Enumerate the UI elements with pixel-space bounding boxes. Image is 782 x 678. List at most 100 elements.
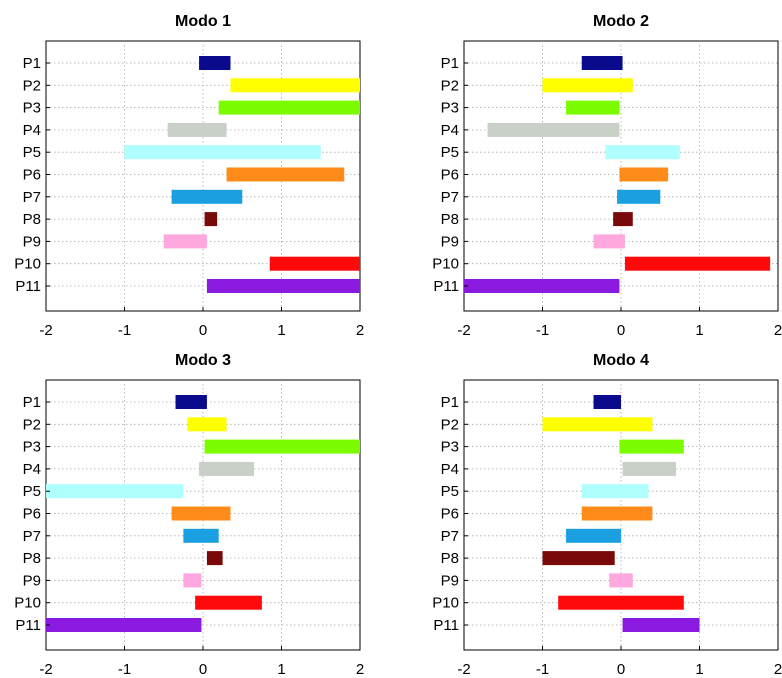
y-tick-label: P2 [441,416,459,433]
bar-p5 [46,484,184,499]
bar-p11 [622,618,700,632]
bars [464,56,771,293]
bar-p2 [230,78,360,93]
bar-p4 [199,461,255,476]
bar-p6 [619,167,669,182]
bars [542,395,700,632]
subplot-title: Modo 1 [175,13,231,30]
x-tick-label: 0 [617,322,625,339]
y-tick-label: P6 [441,167,459,184]
y-tick-label: P11 [433,278,459,295]
bar-p8 [613,212,633,227]
bar-p7 [617,189,661,204]
x-tick-label: 1 [695,661,703,678]
y-tick-label: P11 [15,617,41,634]
y-tick-label: P10 [14,256,41,273]
y-tick-label: P4 [441,122,459,139]
bar-p7 [171,189,243,204]
y-tick-label: P9 [23,233,41,250]
bar-p10 [269,256,360,271]
y-tick-label: P7 [23,189,41,206]
x-tick-label: -2 [39,661,52,678]
bar-p3 [566,100,620,115]
x-tick-label: -2 [457,322,470,339]
bar-p3 [218,100,360,115]
bar-p6 [171,506,231,521]
y-tick-label: P6 [23,167,41,184]
x-tick-label: -2 [39,322,52,339]
x-tick-label: 2 [356,322,364,339]
bar-p1 [593,395,621,409]
bar-p4 [487,122,620,137]
x-tick-labels: -2 -1 0 1 2 [39,646,364,678]
y-tick-label: P11 [433,617,459,634]
bar-p8 [206,551,223,566]
x-tick-label: -1 [536,661,549,678]
y-tick-label: P8 [23,550,41,567]
y-tick-label: P3 [23,439,41,456]
x-tick-label: -1 [118,661,131,678]
y-tick-label: P1 [441,55,459,72]
bar-p7 [183,528,219,543]
bar-p1 [175,395,207,409]
subplot-4: P1 P2 P3 P4 P5 P6 P7 P8 P9 P10 P11 -2 -1 0 1 2 Modo 4 [432,352,782,678]
x-tick-label: 0 [617,661,625,678]
bar-p8 [204,212,218,227]
y-tick-label: P6 [441,506,459,523]
y-tick-label: P3 [441,439,459,456]
x-tick-label: -1 [536,322,549,339]
bar-p11 [206,279,360,293]
x-tick-label: 2 [774,661,782,678]
y-tick-label: P1 [441,394,459,411]
bar-p9 [183,573,202,588]
x-tick-label: 2 [356,661,364,678]
bar-p3 [619,439,684,454]
subplot-3: P1 P2 P3 P4 P5 P6 P7 P8 P9 P10 P11 -2 -1 0 1 2 Modo 3 [14,352,364,678]
x-tick-label: 1 [277,322,285,339]
y-tick-label: P7 [441,528,459,545]
x-tick-labels: -2 -1 0 1 2 [457,646,782,678]
bar-p9 [163,234,207,249]
y-tick-label: P4 [23,122,41,139]
bar-p9 [593,234,625,249]
x-tick-label: 1 [277,661,285,678]
y-tick-labels: P1 P2 P3 P4 P5 P6 P7 P8 P9 P10 P11 [14,394,50,634]
bar-p2 [542,417,653,432]
y-tick-label: P5 [23,144,41,161]
y-tick-label: P11 [15,278,41,295]
y-tick-labels: P1 P2 P3 P4 P5 P6 P7 P8 P9 P10 P11 [432,55,468,295]
bar-p7 [566,528,621,543]
y-tick-label: P2 [441,77,459,94]
y-tick-label: P2 [23,416,41,433]
bar-p3 [204,439,360,454]
bar-p9 [609,573,633,588]
subplot-title: Modo 3 [175,352,231,369]
bar-p10 [558,595,684,610]
y-tick-label: P3 [23,100,41,117]
y-tick-label: P8 [23,211,41,228]
y-tick-label: P7 [23,528,41,545]
subplot-title: Modo 4 [593,352,649,369]
y-tick-label: P1 [23,394,41,411]
x-tick-label: 2 [774,322,782,339]
x-tick-label: 0 [199,322,207,339]
y-tick-label: P5 [441,483,459,500]
bar-p10 [195,595,262,610]
y-tick-label: P5 [441,144,459,161]
x-tick-label: -1 [118,322,131,339]
bar-p5 [581,484,649,499]
bar-p10 [624,256,771,271]
x-tick-labels: -2 -1 0 1 2 [457,307,782,339]
bars [46,395,360,632]
x-tick-label: -2 [457,661,470,678]
bar-p2 [187,417,227,432]
subplot-title: Modo 2 [593,13,649,30]
bar-p1 [199,56,231,70]
y-tick-label: P7 [441,189,459,206]
bar-p5 [605,145,680,160]
bar-p11 [464,279,620,293]
y-tick-label: P5 [23,483,41,500]
bar-p1 [581,56,623,70]
y-tick-label: P3 [441,100,459,117]
y-tick-label: P9 [441,233,459,250]
